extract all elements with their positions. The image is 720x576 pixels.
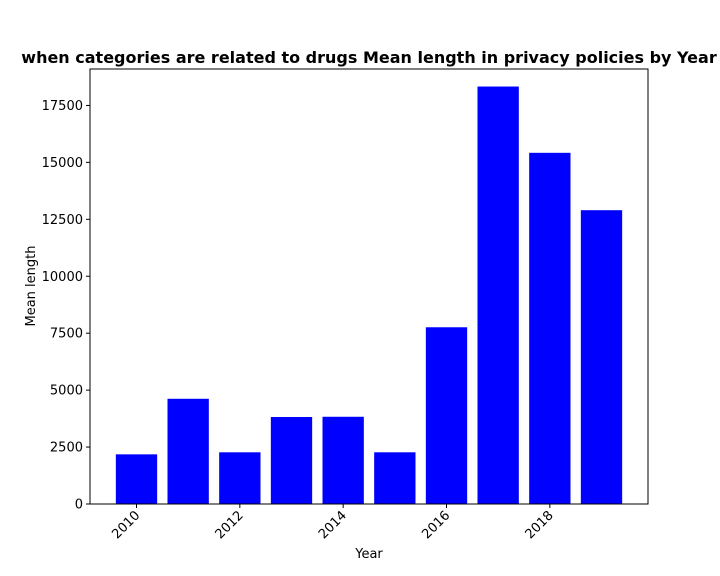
x-tick-label: 2018 — [523, 508, 557, 542]
bar-2019 — [580, 210, 623, 504]
y-tick-label: 12500 — [42, 213, 83, 228]
x-tick-label: 2016 — [419, 508, 453, 542]
y-tick-label: 2500 — [50, 441, 83, 456]
y-tick-label: 15000 — [42, 156, 83, 171]
y-tick-label: 7500 — [50, 327, 83, 342]
bar-2018 — [529, 152, 571, 504]
x-tick-label: 2014 — [316, 508, 350, 542]
bar-2013 — [270, 417, 313, 504]
y-tick-label: 10000 — [42, 270, 83, 285]
bars-group — [115, 86, 623, 504]
bar-2011 — [167, 398, 209, 504]
bar-2017 — [477, 86, 519, 504]
y-tick-label: 0 — [75, 498, 83, 513]
chart-title: when categories are related to drugs Mea… — [21, 48, 717, 67]
plot-frame — [89, 68, 649, 505]
x-axis-label: Year — [354, 547, 383, 562]
y-tick-label: 5000 — [50, 384, 83, 399]
bar-2012 — [219, 452, 261, 504]
bar-2014 — [322, 416, 364, 504]
y-axis: 0 2500 5000 7500 10000 12500 15000 17500 — [42, 99, 90, 513]
y-axis-label: Mean length — [24, 246, 39, 327]
bar-2015 — [374, 452, 416, 504]
bar-2016 — [425, 327, 468, 504]
bar-2010 — [115, 454, 158, 504]
x-tick-label: 2012 — [213, 508, 247, 542]
x-axis: 2010 2012 2014 2016 2018 — [109, 504, 557, 542]
y-tick-label: 17500 — [42, 99, 83, 114]
x-tick-label: 2010 — [109, 508, 143, 542]
